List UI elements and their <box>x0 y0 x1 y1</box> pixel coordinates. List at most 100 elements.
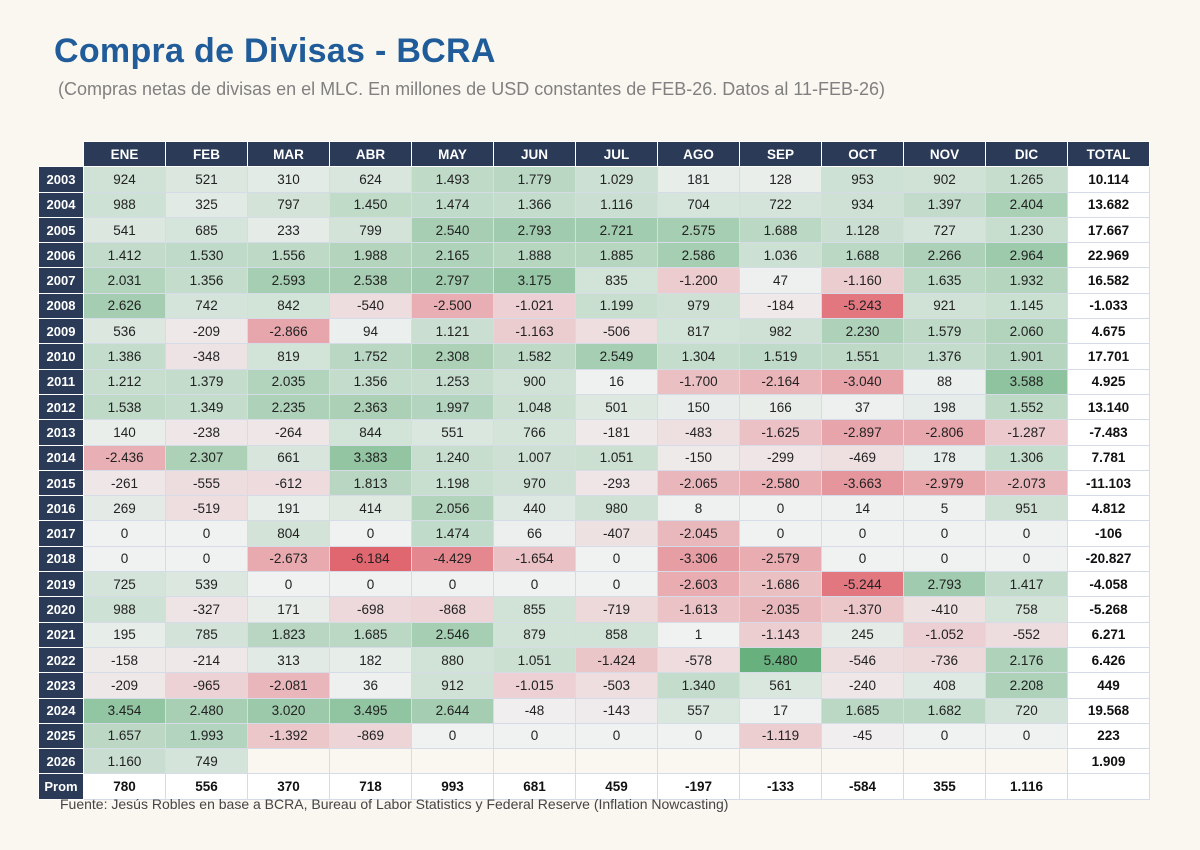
year-label: 2007 <box>38 267 84 294</box>
heat-cell: -1.370 <box>821 596 904 623</box>
heat-cell: 1.657 <box>83 722 166 750</box>
heat-cell: -5.244 <box>821 571 904 598</box>
heat-cell: 924 <box>83 166 166 193</box>
heat-cell <box>903 748 986 775</box>
heat-cell: 2.480 <box>165 697 248 724</box>
total-header: TOTAL <box>1067 140 1150 168</box>
year-label: 2022 <box>38 646 84 674</box>
month-header-sep: SEP <box>739 140 822 168</box>
heat-cell: 1.538 <box>83 393 166 421</box>
heat-cell: 94 <box>329 318 412 345</box>
heat-cell: 1.474 <box>411 191 494 218</box>
heat-cell: 0 <box>165 520 248 547</box>
heat-cell: -1.119 <box>739 722 822 750</box>
heat-cell: 14 <box>821 495 904 522</box>
heat-cell: -184 <box>739 292 822 320</box>
year-label: 2020 <box>38 596 84 623</box>
year-row-2018: 2018 0 0 -2.673 -6.184 -4.429 -1.654 0 -3.306 -2.… <box>38 545 1150 573</box>
average-cell: 993 <box>411 773 494 800</box>
heat-cell: -719 <box>575 596 658 623</box>
heat-cell: -483 <box>657 419 740 446</box>
heat-cell: -5.243 <box>821 292 904 320</box>
heat-cell: 1.128 <box>821 216 904 244</box>
year-row-2021: 2021 195 785 1.823 1.685 2.546 879 858 1 -1.143 24… <box>38 621 1150 648</box>
heat-cell: 1.356 <box>165 267 248 294</box>
heat-cell: -965 <box>165 672 248 699</box>
heat-cell: 0 <box>575 571 658 598</box>
heat-cell: 2.208 <box>985 672 1068 699</box>
heat-cell <box>493 748 576 775</box>
heat-cell: 0 <box>165 545 248 573</box>
average-row: Prom 780 556 370 718 993 681 459 -197 -133 -584 355… <box>38 773 1150 800</box>
heat-cell: -410 <box>903 596 986 623</box>
heat-cell: 1.036 <box>739 242 822 269</box>
year-label: 2017 <box>38 520 84 547</box>
year-label: 2008 <box>38 292 84 320</box>
heat-cell: 0 <box>575 722 658 750</box>
heat-cell: 720 <box>985 697 1068 724</box>
month-header-ago: AGO <box>657 140 740 168</box>
heat-cell: 858 <box>575 621 658 648</box>
heat-cell: -209 <box>83 672 166 699</box>
heat-cell: 2.060 <box>985 318 1068 345</box>
year-label: 2006 <box>38 242 84 269</box>
heat-cell: 325 <box>165 191 248 218</box>
heat-cell: 414 <box>329 495 412 522</box>
heat-cell: 1.386 <box>83 343 166 370</box>
heat-cell: 2.644 <box>411 697 494 724</box>
heat-cell: 1.397 <box>903 191 986 218</box>
heat-cell: -2.035 <box>739 596 822 623</box>
heat-cell: 988 <box>83 596 166 623</box>
heat-cell: 0 <box>493 571 576 598</box>
heat-cell: 749 <box>165 748 248 775</box>
heat-cell: -503 <box>575 672 658 699</box>
heat-cell: 2.721 <box>575 216 658 244</box>
average-cell: 459 <box>575 773 658 800</box>
average-total-empty <box>1067 773 1150 800</box>
heat-cell: 0 <box>493 722 576 750</box>
heat-cell: 1.582 <box>493 343 576 370</box>
year-row-2024: 2024 3.454 2.480 3.020 3.495 2.644 -48 -143 557 1… <box>38 697 1150 724</box>
heat-cell: -1.021 <box>493 292 576 320</box>
heat-cell: 1.304 <box>657 343 740 370</box>
heat-cell: -506 <box>575 318 658 345</box>
year-row-2010: 2010 1.386 -348 819 1.752 2.308 1.582 2.549 1.30… <box>38 343 1150 370</box>
heat-cell: 2.964 <box>985 242 1068 269</box>
heat-cell: 844 <box>329 419 412 446</box>
heat-cell: 195 <box>83 621 166 648</box>
heat-cell: -327 <box>165 596 248 623</box>
average-cell: 718 <box>329 773 412 800</box>
heat-cell: -2.673 <box>247 545 330 573</box>
year-label: 2009 <box>38 318 84 345</box>
heat-cell: 408 <box>903 672 986 699</box>
year-label: 2013 <box>38 419 84 446</box>
row-total: 6.426 <box>1067 646 1150 674</box>
year-label: 2026 <box>38 748 84 775</box>
heat-cell: 1.212 <box>83 368 166 395</box>
heat-cell: 0 <box>83 520 166 547</box>
heat-cell: -2.806 <box>903 419 986 446</box>
heat-cell: -1.424 <box>575 646 658 674</box>
heat-cell: -2.579 <box>739 545 822 573</box>
heat-cell: -868 <box>411 596 494 623</box>
year-label: 2004 <box>38 191 84 218</box>
heat-cell: -3.040 <box>821 368 904 395</box>
heatmap-body: 2003 924 521 310 624 1.493 1.779 1.029 181 128 953… <box>38 166 1150 800</box>
header-corner <box>39 142 84 167</box>
row-total: 22.969 <box>1067 242 1150 269</box>
heat-cell: -869 <box>329 722 412 750</box>
heat-cell: -2.979 <box>903 469 986 497</box>
heat-cell: 2.575 <box>657 216 740 244</box>
heat-cell: 198 <box>903 393 986 421</box>
heat-cell: 16 <box>575 368 658 395</box>
row-total: 17.701 <box>1067 343 1150 370</box>
heat-cell: 0 <box>657 722 740 750</box>
heat-cell: 1.997 <box>411 393 494 421</box>
heat-cell: 37 <box>821 393 904 421</box>
heat-cell: 1.340 <box>657 672 740 699</box>
row-total: 17.667 <box>1067 216 1150 244</box>
heat-cell: 2.031 <box>83 267 166 294</box>
heat-cell: 501 <box>575 393 658 421</box>
heat-cell: 1.349 <box>165 393 248 421</box>
heat-cell: 758 <box>985 596 1068 623</box>
